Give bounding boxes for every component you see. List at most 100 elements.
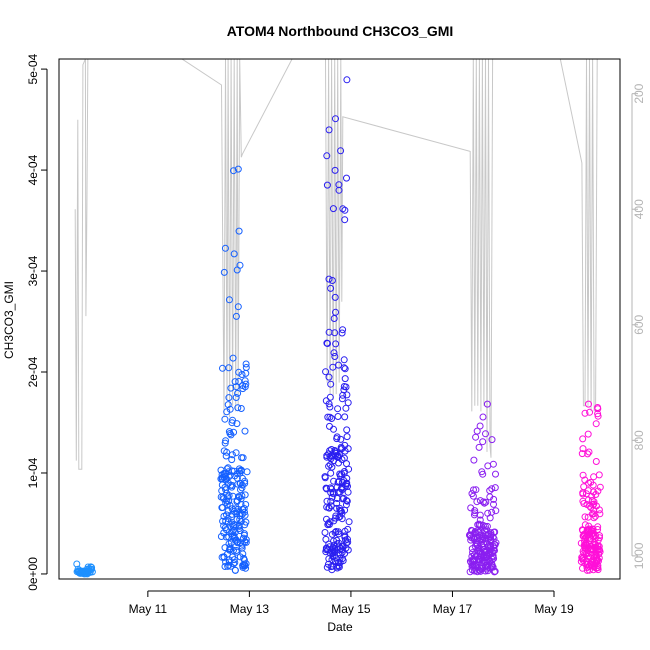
data-point	[490, 495, 498, 503]
data-point	[240, 530, 248, 538]
data-point	[476, 511, 484, 519]
data-point	[592, 458, 600, 465]
data-point	[226, 430, 234, 437]
data-point	[242, 369, 250, 377]
data-point	[239, 454, 247, 462]
data-point	[491, 567, 499, 575]
data-point	[242, 501, 250, 508]
data-point	[237, 495, 245, 503]
data-point	[471, 507, 479, 515]
data-point	[476, 422, 484, 430]
data-point	[223, 489, 231, 497]
data-point	[488, 436, 496, 444]
data-point	[590, 514, 598, 522]
data-point	[585, 448, 593, 456]
data-point	[586, 408, 594, 416]
data-point	[479, 413, 487, 421]
data-point	[238, 371, 246, 378]
data-point	[221, 415, 229, 423]
data-point	[242, 538, 250, 546]
data-point	[330, 425, 337, 433]
data-point	[581, 513, 589, 521]
data-point	[233, 539, 241, 547]
data-point	[235, 465, 243, 473]
data-point	[581, 409, 589, 417]
data-point	[334, 405, 342, 413]
data-point	[586, 502, 594, 510]
data-point	[241, 511, 249, 519]
data-point	[331, 353, 339, 360]
data-point	[323, 152, 331, 160]
data-point	[88, 568, 96, 576]
chart-title: ATOM4 Northbound CH3CO3_GMI	[227, 23, 454, 39]
data-point	[327, 497, 335, 505]
data-point	[341, 216, 349, 224]
data-point	[476, 516, 484, 524]
data-point	[343, 474, 351, 482]
data-point	[228, 419, 236, 427]
data-point	[228, 451, 236, 459]
data-point	[325, 275, 333, 283]
data-point	[342, 501, 350, 509]
y-tick-label: 4e-04	[26, 154, 40, 185]
data-point	[221, 244, 229, 252]
data-point	[482, 498, 490, 506]
data-point	[222, 452, 230, 460]
data-point	[242, 364, 250, 371]
data-point	[337, 435, 345, 443]
data-point	[334, 452, 342, 460]
data-point	[326, 393, 334, 401]
data-point	[228, 456, 236, 464]
data-point	[323, 181, 331, 189]
data-point	[231, 378, 239, 386]
data-point	[488, 555, 496, 563]
data-point	[238, 492, 246, 500]
data-point	[345, 518, 353, 526]
data-point	[234, 404, 242, 412]
data-point	[88, 564, 96, 571]
data-point	[594, 405, 602, 413]
data-point	[476, 563, 484, 571]
data-point	[232, 449, 240, 457]
x-tick-label: May 15	[331, 602, 371, 616]
data-point	[225, 394, 233, 402]
data-point	[231, 566, 239, 574]
data-point	[335, 530, 343, 538]
data-point	[242, 564, 250, 572]
data-point	[327, 469, 335, 477]
data-point	[328, 277, 336, 284]
x-tick-label: May 19	[534, 602, 574, 616]
data-point	[488, 508, 496, 516]
data-point	[243, 468, 251, 476]
data-point	[230, 167, 237, 175]
data-point	[578, 450, 586, 458]
y2-tick-label: 1000	[632, 542, 646, 569]
data-point	[343, 426, 351, 434]
data-point	[236, 261, 244, 269]
data-point	[235, 227, 243, 235]
data-point	[483, 522, 491, 530]
data-point	[330, 477, 338, 485]
data-point	[221, 439, 229, 447]
data-point	[344, 538, 352, 546]
data-point	[594, 412, 602, 420]
data-point	[344, 488, 352, 496]
data-point	[584, 430, 592, 438]
data-point	[491, 528, 499, 536]
data-point	[490, 555, 498, 562]
data-point	[327, 284, 335, 292]
data-point	[491, 484, 499, 492]
y-tick-label: 2e-04	[26, 356, 40, 387]
data-point	[73, 560, 81, 568]
data-point	[324, 340, 331, 347]
data-point	[343, 497, 350, 504]
data-point	[233, 420, 241, 428]
data-point	[579, 490, 587, 498]
data-point	[339, 326, 347, 334]
data-point	[341, 413, 349, 421]
data-point	[241, 377, 249, 385]
data-point	[224, 562, 232, 570]
data-point	[326, 403, 334, 411]
data-point	[589, 481, 597, 489]
